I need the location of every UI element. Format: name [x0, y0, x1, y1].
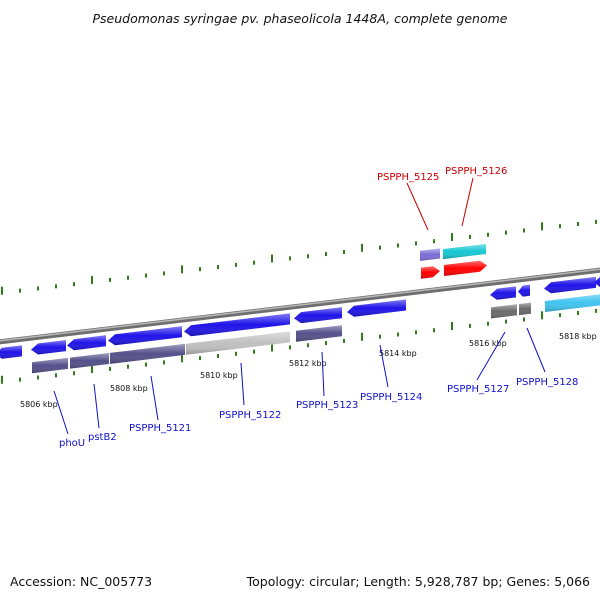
kbp-labels: 5806 kbp 5808 kbp 5810 kbp 5812 kbp 5814… [20, 332, 597, 409]
gene-label-pstB2[interactable]: pstB2 [88, 432, 117, 443]
cds-bar[interactable] [110, 343, 185, 364]
gene-arrow[interactable] [594, 275, 600, 288]
cds-bar[interactable] [32, 357, 68, 374]
gene-arrow[interactable] [31, 340, 66, 355]
gene-arrow[interactable] [490, 286, 516, 300]
gene-arrow-shade [108, 326, 182, 346]
kbp-label: 5810 kbp [200, 371, 238, 380]
gene-arrow[interactable] [544, 276, 596, 294]
gene-label-PSPPH_5127[interactable]: PSPPH_5127 [447, 384, 509, 395]
gene-arrow-shade [490, 286, 516, 300]
cds-bar-shade [545, 294, 600, 312]
cds-bar[interactable] [545, 293, 600, 312]
cds-bar-shade [32, 357, 68, 374]
gene-label-PSPPH_5125[interactable]: PSPPH_5125 [377, 172, 439, 183]
gene-label-PSPPH_5123[interactable]: PSPPH_5123 [296, 400, 358, 411]
gene-arrow[interactable] [108, 326, 182, 346]
cds-bar[interactable] [296, 325, 342, 342]
gene-arrow-shade [518, 284, 530, 297]
gene-arrow-shade [31, 340, 66, 355]
gene-arrow-highlight[interactable] [444, 260, 487, 276]
cds-bar[interactable] [70, 353, 109, 369]
gene-arrow-shade [67, 335, 106, 351]
cds-bar-shade [443, 244, 486, 260]
cds-bar-shade [519, 302, 531, 316]
gene-arrow-shade [544, 276, 596, 294]
gene-arrow[interactable] [184, 313, 290, 337]
cds-bar-shade [186, 331, 290, 355]
kbp-label: 5816 kbp [469, 339, 507, 348]
gene-arrow[interactable] [67, 335, 106, 351]
cds-bar-shade [110, 343, 185, 364]
genome-summary-text: Topology: circular; Length: 5,928,787 bp… [246, 574, 590, 589]
cds-bar[interactable] [443, 244, 486, 260]
cds-bar[interactable] [491, 304, 517, 319]
gene-arrow-highlight-shade [444, 260, 487, 276]
gene-arrow-shade [0, 345, 22, 359]
map-title: Pseudomonas syringae pv. phaseolicola 14… [92, 11, 507, 26]
genome-backbone [0, 267, 600, 345]
kbp-label: 5814 kbp [379, 349, 417, 358]
cds-bar[interactable] [519, 302, 531, 316]
cds-bar-shade [70, 353, 109, 369]
gene-arrow-shade [294, 307, 342, 324]
kbp-label: 5812 kbp [289, 359, 327, 368]
gene-arrow[interactable] [0, 345, 22, 359]
gene-arrow[interactable] [518, 284, 530, 297]
kbp-label: 5808 kbp [110, 384, 148, 393]
gene-arrow-shade [594, 276, 600, 288]
gene-arrow-highlight-shade [421, 266, 440, 279]
gene-arrow[interactable] [347, 299, 406, 317]
tick-marks [1, 219, 597, 384]
cds-bar-shade [296, 325, 342, 342]
cds-bar[interactable] [420, 248, 440, 261]
gene-label-phoU[interactable]: phoU [59, 438, 85, 449]
cds-bar-shade [420, 248, 440, 261]
gene-arrow-highlight[interactable] [421, 266, 440, 279]
gene-label-PSPPH_5122[interactable]: PSPPH_5122 [219, 410, 281, 421]
gene-label-PSPPH_5124[interactable]: PSPPH_5124 [360, 392, 422, 403]
gene-features [0, 244, 600, 374]
gene-labels: phoU pstB2 PSPPH_5121 PSPPH_5122 PSPPH_5… [53, 166, 578, 449]
gene-arrow[interactable] [294, 307, 342, 324]
gene-arrow-shade [184, 313, 290, 337]
cds-bar-shade [491, 304, 517, 319]
gene-label-PSPPH_5126[interactable]: PSPPH_5126 [445, 166, 507, 177]
gene-arrow-shade [347, 299, 406, 317]
kbp-label: 5806 kbp [20, 400, 58, 409]
cds-bar[interactable] [186, 331, 290, 355]
gene-label-PSPPH_5128[interactable]: PSPPH_5128 [516, 377, 578, 388]
gene-label-PSPPH_5121[interactable]: PSPPH_5121 [129, 423, 191, 434]
kbp-label: 5818 kbp [559, 332, 597, 341]
accession-text: Accession: NC_005773 [10, 574, 152, 589]
